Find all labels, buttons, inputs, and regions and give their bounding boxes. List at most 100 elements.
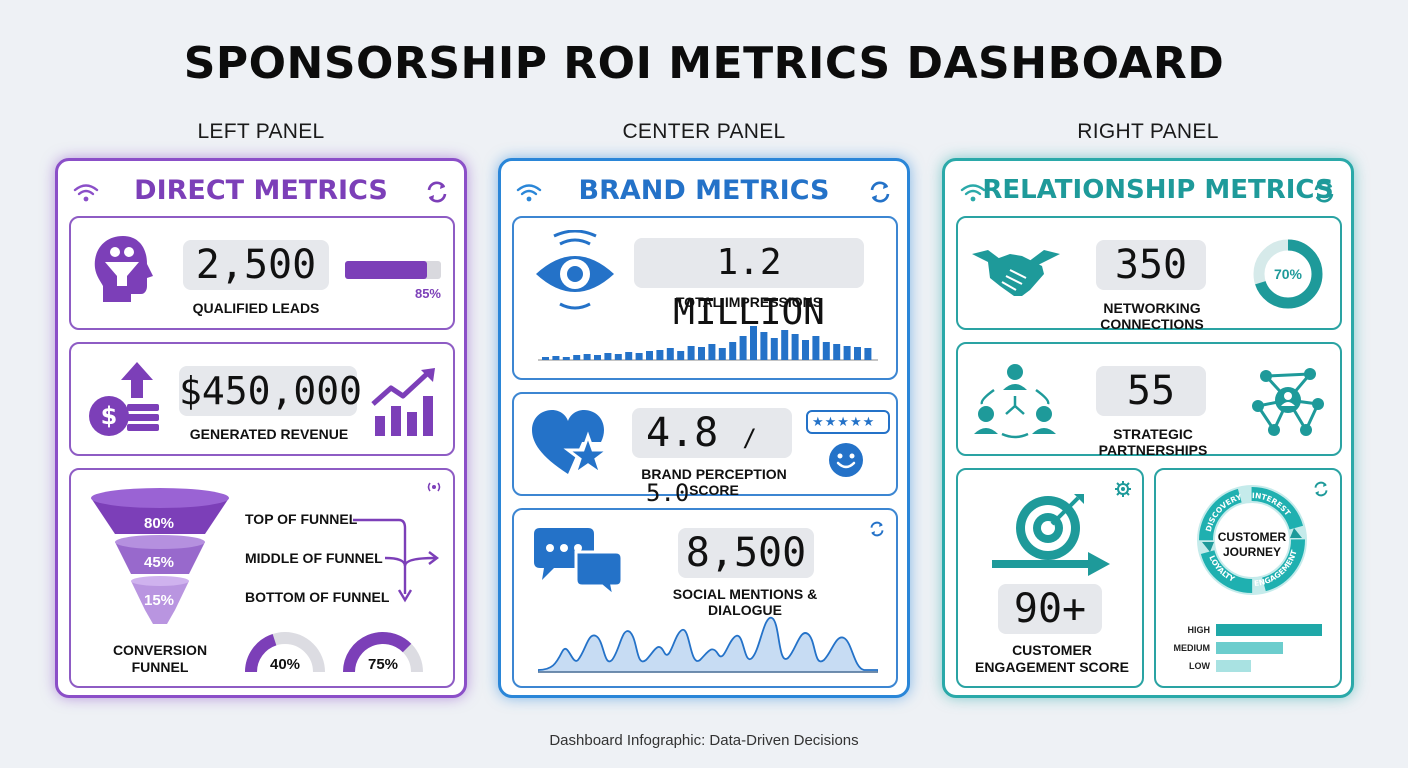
impressions-bar	[573, 355, 581, 360]
mentions-wave-chart	[538, 617, 878, 673]
brand-metrics-panel: BRAND METRICS 1.2 MILLION TOTAL IMPRESSI…	[498, 158, 910, 698]
funnel-stage-label: MIDDLE OF FUNNEL	[245, 550, 383, 566]
right-panel-label: RIGHT PANEL	[1077, 120, 1219, 143]
impressions-bar	[666, 348, 674, 360]
engagement-label: CUSTOMER ENGAGEMENT SCORE	[974, 642, 1129, 675]
impressions-bar	[802, 340, 809, 360]
impressions-bar	[822, 342, 830, 360]
dollar-growth-icon: $	[89, 362, 159, 436]
impressions-bar	[594, 355, 601, 360]
impressions-bar	[656, 350, 664, 360]
handshake-icon	[972, 250, 1060, 296]
impressions-bar	[552, 356, 560, 360]
perception-label: BRAND PERCEPTION SCORE	[641, 466, 787, 498]
gauge-75-text: 75%	[367, 656, 399, 673]
mentions-value: 8,500	[678, 528, 814, 578]
panel-title: RELATIONSHIP METRICS	[982, 175, 1334, 205]
impressions-bar	[750, 326, 757, 360]
wifi-icon	[960, 184, 986, 202]
footer-caption: Dashboard Infographic: Data-Driven Decis…	[549, 732, 859, 749]
connections-ring-chart	[1253, 239, 1323, 309]
perception-value: 4.8	[646, 410, 719, 456]
panel-title: BRAND METRICS	[578, 175, 830, 206]
target-arrow-icon	[992, 494, 1110, 576]
customer-journey-card: DISCOVERY INTEREST LOYALTY ENGAGEMENT CUST…	[1154, 468, 1342, 688]
gauge-75	[343, 632, 423, 673]
impressions-bar	[843, 346, 851, 360]
wifi-icon	[516, 184, 542, 202]
funnel-flow-arrows	[353, 518, 439, 603]
ring-text: 70%	[1273, 266, 1303, 282]
impressions-bar	[583, 354, 591, 360]
brand-perception-card: 4.8 / 5.0 BRAND PERCEPTION SCORE ★★★★★	[512, 392, 898, 507]
panel-header: DIRECT METRICS	[58, 173, 464, 213]
impressions-bar	[760, 332, 768, 360]
funnel-stage-pct: 80%	[143, 515, 175, 532]
impressions-value: 1.2 MILLION	[634, 238, 864, 333]
svg-text:$: $	[101, 402, 118, 430]
panel-title: DIRECT METRICS	[134, 175, 388, 206]
impressions-bar	[687, 346, 695, 360]
relationship-metrics-panel: RELATIONSHIP METRICS 350 NETWORKING CONN…	[942, 158, 1354, 698]
bar-chart-growth-icon	[371, 368, 435, 436]
network-nodes-icon	[1252, 368, 1324, 436]
impressions-bar	[729, 342, 737, 360]
leads-progress-track	[345, 261, 441, 279]
partnerships-value: 55	[1096, 366, 1206, 416]
level-bar-medium	[1216, 642, 1283, 654]
refresh-icon[interactable]	[868, 520, 886, 538]
leads-progress-text: 85%	[414, 286, 441, 301]
impressions-bar	[646, 351, 653, 360]
social-mentions-card: 8,500 SOCIAL MENTIONS & DIALOGUE	[512, 508, 898, 688]
level-bar-high	[1216, 624, 1322, 636]
gauge-40	[245, 632, 325, 673]
level-bar-low	[1216, 660, 1251, 672]
level-label: LOW	[1189, 661, 1210, 671]
qualified-leads-card: 2,500 QUALIFIED LEADS 85%	[69, 216, 455, 330]
impressions-bar	[781, 330, 789, 360]
impressions-bar-chart	[538, 326, 878, 361]
refresh-icon[interactable]	[1311, 179, 1337, 205]
left-panel-label: LEFT PANEL	[197, 120, 325, 143]
leads-value: 2,500	[183, 240, 329, 290]
star-rating: ★★★★★	[806, 410, 890, 434]
wifi-icon	[73, 184, 99, 202]
impressions-bar	[542, 357, 549, 360]
panel-header: RELATIONSHIP METRICS	[945, 173, 1351, 213]
level-label: HIGH	[1187, 625, 1211, 635]
perception-score: 4.8 / 5.0	[632, 408, 792, 507]
connections-label: NETWORKING CONNECTIONS	[1100, 300, 1204, 332]
gauge-40-text: 40%	[269, 656, 301, 673]
leads-progress-fill	[345, 261, 427, 279]
customer-engagement-card: 90+ CUSTOMER ENGAGEMENT SCORE	[956, 468, 1144, 688]
impressions-bar	[791, 334, 799, 360]
head-funnel-icon	[94, 236, 153, 302]
journey-center-label: CUSTOMER JOURNEY	[1217, 530, 1287, 559]
revenue-value: $450,000	[179, 366, 362, 416]
direct-metrics-panel: DIRECT METRICS 2,500 QUALIFIED LEADS 85%	[55, 158, 467, 698]
refresh-icon[interactable]	[867, 179, 893, 205]
impressions-bar	[614, 354, 622, 360]
impressions-label: TOTAL IMPRESSIONS	[675, 294, 823, 310]
center-panel-label: CENTER PANEL	[622, 120, 786, 143]
mentions-label: SOCIAL MENTIONS & DIALOGUE	[672, 586, 818, 618]
refresh-icon[interactable]	[1312, 480, 1330, 498]
gear-icon[interactable]	[1114, 480, 1132, 498]
refresh-icon[interactable]	[424, 179, 450, 205]
smiley-face-icon	[829, 443, 863, 477]
funnel-stage-label: TOP OF FUNNEL	[245, 511, 358, 527]
funnel-caption: CONVERSION FUNNEL	[112, 642, 208, 675]
broadcast-icon	[427, 482, 441, 492]
dashboard-title: SPONSORSHIP ROI METRICS DASHBOARD	[183, 38, 1225, 89]
total-impressions-card: 1.2 MILLION TOTAL IMPRESSIONS	[512, 216, 898, 380]
impressions-bar	[718, 348, 726, 360]
revenue-label: GENERATED REVENUE	[189, 426, 349, 442]
heart-star-icon	[532, 410, 613, 478]
chat-bubbles-icon	[534, 528, 624, 596]
impressions-bar	[770, 338, 778, 360]
panel-header: BRAND METRICS	[501, 173, 907, 213]
impressions-bar	[864, 348, 872, 360]
leads-label: QUALIFIED LEADS	[192, 300, 320, 316]
impressions-bar	[604, 353, 612, 360]
journey-cycle-graphic: DISCOVERY INTEREST LOYALTY ENGAGEMENT	[1197, 485, 1307, 595]
